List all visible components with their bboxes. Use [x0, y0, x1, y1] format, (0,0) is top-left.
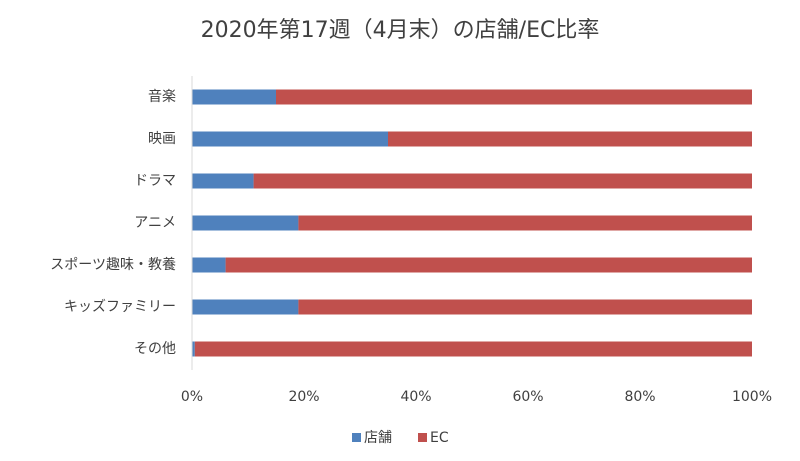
x-tick-label: 20%: [288, 389, 319, 405]
bar-segment: [192, 257, 226, 273]
x-tick-label: 60%: [512, 389, 543, 405]
bar-segment: [192, 173, 254, 189]
bar-segment: [192, 89, 276, 105]
bar-segment: [388, 131, 752, 147]
y-tick-label: その他: [134, 341, 176, 357]
bar-segment: [192, 131, 388, 147]
bar-segment: [192, 299, 299, 315]
y-tick-label: アニメ: [134, 215, 176, 231]
bar-segment: [298, 299, 752, 315]
y-tick-label: キッズファミリー: [64, 299, 176, 315]
bar-segment: [192, 215, 299, 231]
y-tick-label: 映画: [148, 131, 176, 147]
x-tick-label: 40%: [400, 389, 431, 405]
bar-segment: [225, 257, 753, 273]
x-tick-label: 0%: [181, 389, 203, 405]
x-tick-label: 100%: [732, 389, 772, 405]
legend-swatch: [418, 433, 427, 442]
bar-segment: [192, 341, 195, 357]
legend-swatch: [352, 433, 361, 442]
y-tick-label: ドラマ: [134, 173, 176, 189]
bar-segment: [276, 89, 752, 105]
bar-segment: [298, 215, 752, 231]
bar-segment: [194, 341, 753, 357]
legend-label: 店舗: [364, 430, 392, 446]
x-tick-label: 80%: [624, 389, 655, 405]
legend-label: EC: [430, 430, 449, 446]
bar-segment: [253, 173, 752, 189]
y-tick-label: スポーツ趣味・教養: [50, 256, 176, 273]
chart-title: 2020年第17週（4月末）の店舗/EC比率: [201, 18, 600, 43]
y-tick-label: 音楽: [148, 88, 176, 105]
